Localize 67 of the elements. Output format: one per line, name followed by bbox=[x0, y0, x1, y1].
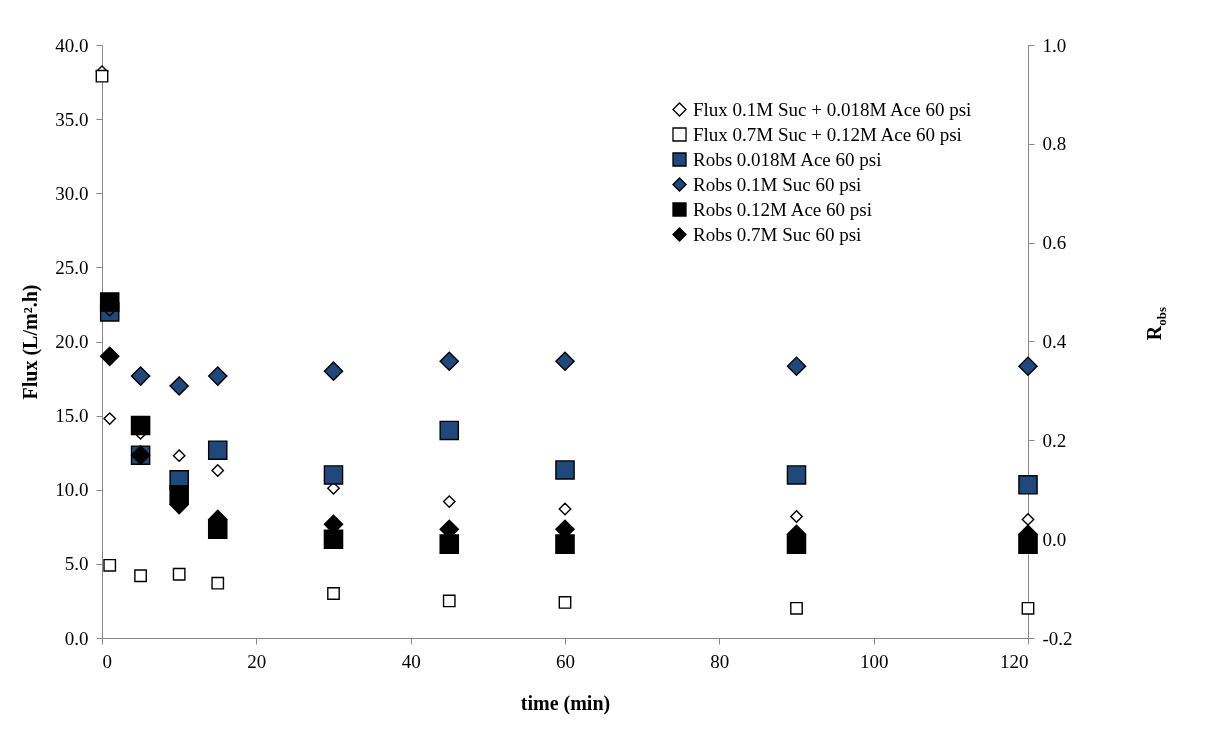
y-tick-label: 30.0 bbox=[55, 182, 89, 204]
point bbox=[207, 366, 228, 386]
y2-tick-label: 0.8 bbox=[1042, 133, 1067, 155]
point bbox=[134, 569, 147, 583]
y-tick-label: 5.0 bbox=[64, 553, 89, 575]
y2-tick-label: 0.4 bbox=[1042, 331, 1067, 352]
y2-tick-label: 0.0 bbox=[1042, 528, 1067, 550]
legend-label: Robs 0.1M Suc 60 psi bbox=[693, 173, 862, 195]
point bbox=[323, 529, 344, 549]
y-tick-label: 35.0 bbox=[55, 108, 89, 130]
point bbox=[1021, 513, 1035, 526]
point bbox=[442, 594, 456, 608]
point bbox=[1018, 356, 1038, 376]
x-tick-label: 120 bbox=[1000, 650, 1029, 672]
x-tick-label: 60 bbox=[556, 650, 575, 672]
point bbox=[169, 376, 189, 396]
point bbox=[558, 596, 572, 609]
point bbox=[211, 576, 225, 590]
point bbox=[1018, 475, 1038, 495]
point bbox=[327, 587, 340, 600]
point bbox=[323, 465, 344, 485]
legend-label: Robs 0.018M Ace 60 psi bbox=[693, 148, 882, 170]
point bbox=[323, 361, 344, 381]
y2-tick-label: -0.2 bbox=[1042, 627, 1073, 649]
x-axis-title: time (min) bbox=[520, 691, 611, 715]
x-tick-label: 80 bbox=[710, 650, 730, 672]
y2-tick-label: 0.6 bbox=[1042, 232, 1067, 254]
y-tick-label: 10.0 bbox=[55, 479, 89, 501]
point bbox=[439, 534, 460, 554]
point bbox=[99, 292, 120, 312]
point bbox=[555, 460, 575, 480]
point bbox=[95, 69, 109, 83]
x-tick-label: 20 bbox=[247, 650, 267, 672]
y2-tick-label: 1.0 bbox=[1042, 34, 1067, 56]
y-tick-label: 0.0 bbox=[64, 627, 89, 649]
point bbox=[790, 510, 803, 523]
point bbox=[99, 346, 120, 367]
point bbox=[439, 351, 460, 372]
y-axis-title: Flux (L/m².h) bbox=[19, 284, 43, 400]
point bbox=[130, 366, 151, 386]
point bbox=[790, 601, 803, 615]
y-tick-label: 20.0 bbox=[55, 331, 89, 352]
legend-label: Robs 0.7M Suc 60 psi bbox=[693, 223, 862, 245]
point bbox=[786, 465, 807, 485]
point bbox=[1021, 601, 1035, 615]
point bbox=[558, 502, 572, 516]
point bbox=[103, 412, 117, 425]
point bbox=[103, 558, 117, 572]
point bbox=[786, 356, 807, 376]
x-tick-label: 0 bbox=[102, 650, 112, 672]
point bbox=[439, 420, 460, 441]
point bbox=[555, 351, 575, 372]
point bbox=[555, 534, 575, 554]
point bbox=[172, 567, 186, 581]
point bbox=[211, 464, 225, 477]
point bbox=[442, 495, 456, 509]
legend-label: Flux 0.1M Suc + 0.018M Ace 60 psi bbox=[693, 98, 972, 120]
y-tick-label: 40.0 bbox=[55, 34, 89, 56]
x-tick-label: 40 bbox=[401, 650, 421, 672]
y-tick-label: 25.0 bbox=[55, 256, 89, 278]
x-tick-label: 100 bbox=[859, 650, 889, 672]
point bbox=[207, 440, 228, 460]
legend-label: Robs 0.12M Ace 60 psi bbox=[693, 198, 872, 220]
legend-label: Flux 0.7M Suc + 0.12M Ace 60 psi bbox=[693, 123, 962, 145]
point bbox=[130, 415, 151, 436]
y2-tick-label: 0.2 bbox=[1042, 429, 1067, 451]
y-tick-label: 15.0 bbox=[55, 405, 89, 427]
